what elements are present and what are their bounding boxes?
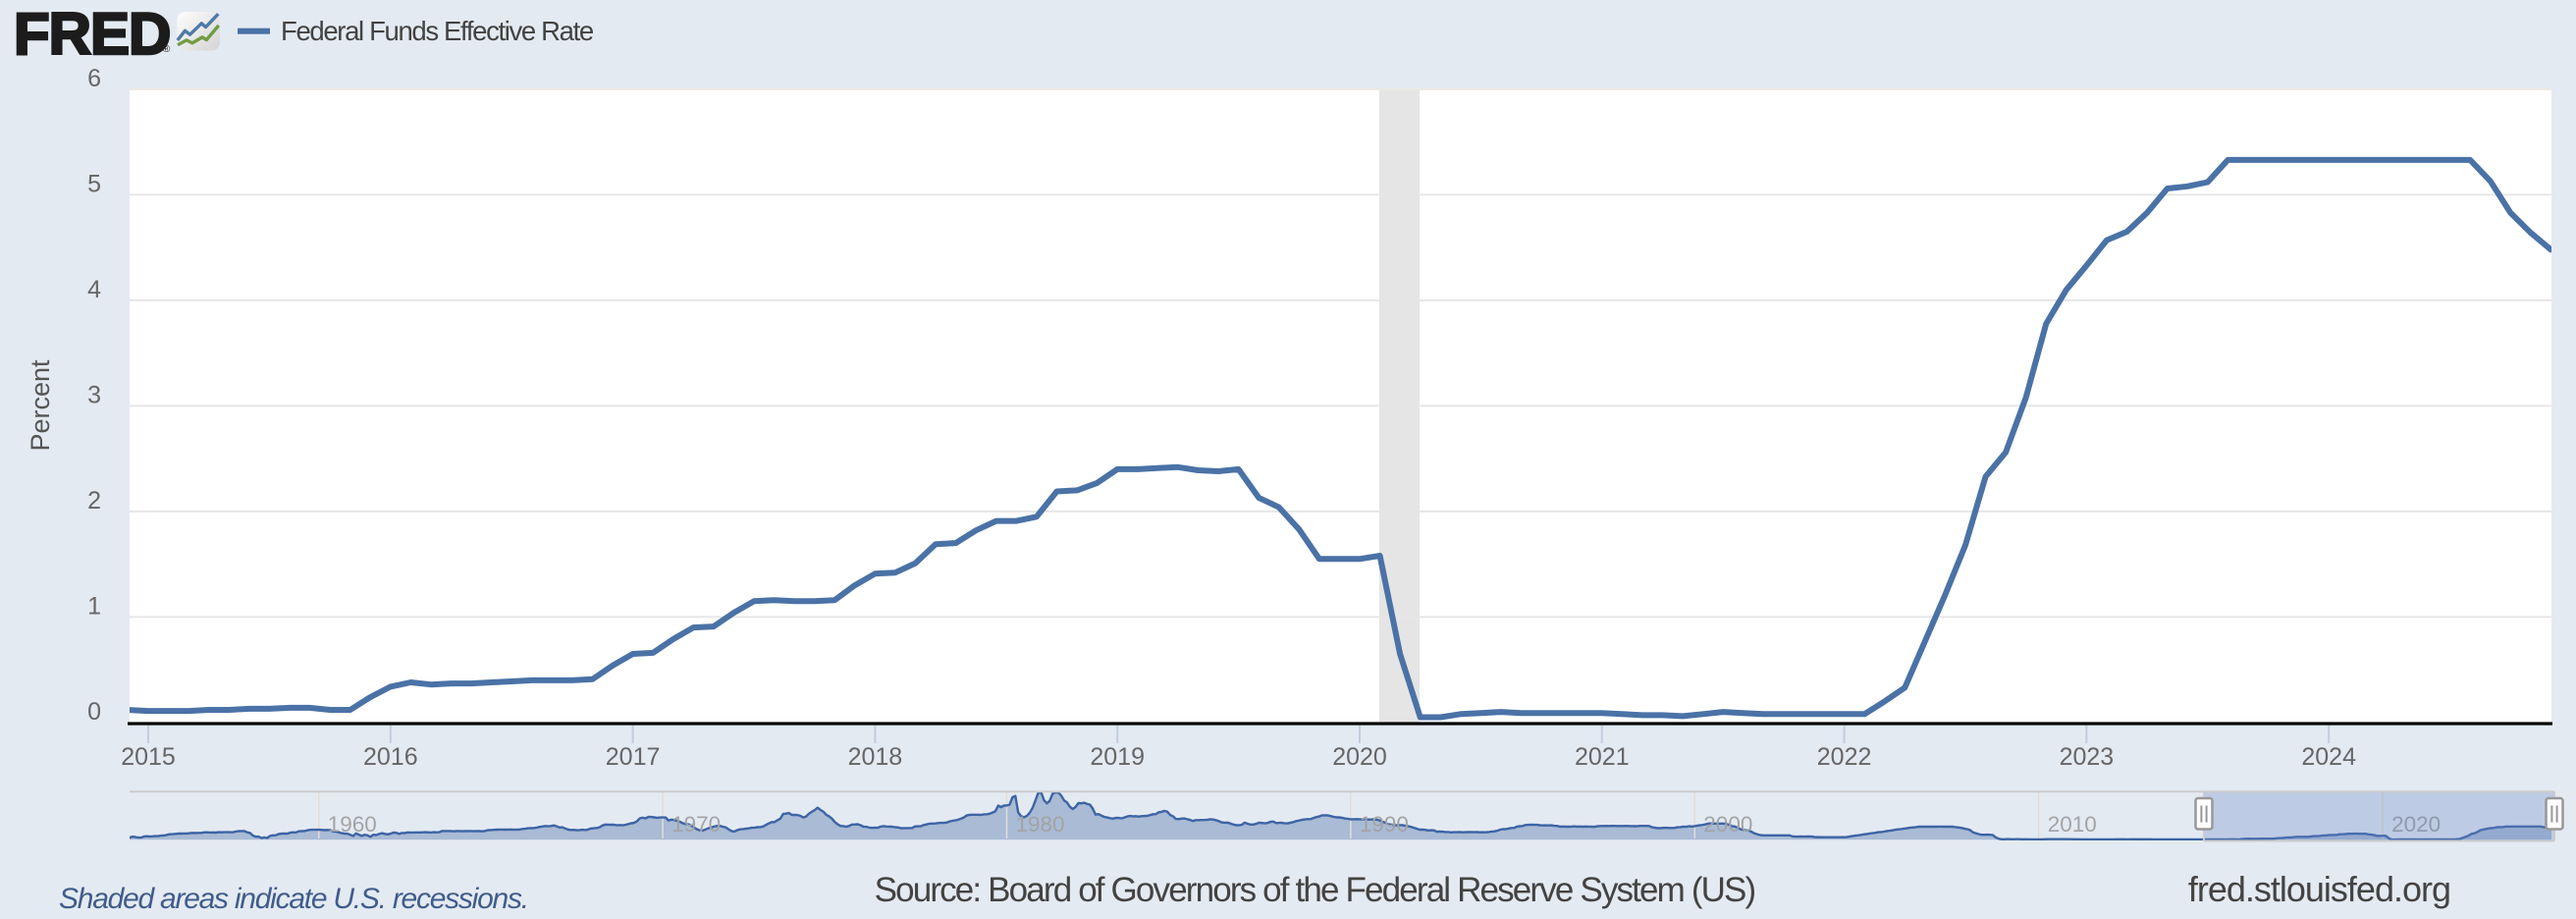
svg-text:2023: 2023 <box>2060 743 2115 771</box>
svg-text:5: 5 <box>87 170 101 197</box>
svg-text:FRED: FRED <box>14 1 170 67</box>
svg-text:Percent: Percent <box>26 359 55 452</box>
svg-text:0: 0 <box>87 698 101 726</box>
svg-text:2015: 2015 <box>121 743 176 771</box>
svg-text:1970: 1970 <box>671 812 721 837</box>
svg-text:1990: 1990 <box>1360 812 1409 837</box>
svg-text:2018: 2018 <box>848 743 903 771</box>
svg-text:1960: 1960 <box>328 812 377 837</box>
svg-text:2024: 2024 <box>2301 743 2356 771</box>
svg-text:fred.stlouisfed.org: fred.stlouisfed.org <box>2188 869 2450 909</box>
svg-text:6: 6 <box>87 65 101 92</box>
svg-text:2010: 2010 <box>2048 812 2097 837</box>
svg-text:4: 4 <box>87 276 101 303</box>
svg-text:3: 3 <box>87 381 101 408</box>
svg-text:2022: 2022 <box>1817 743 1872 771</box>
svg-text:2000: 2000 <box>1703 812 1752 837</box>
svg-text:Shaded areas indicate U.S. rec: Shaded areas indicate U.S. recessions. <box>59 883 528 915</box>
svg-text:2016: 2016 <box>363 743 418 771</box>
svg-text:2: 2 <box>87 487 101 514</box>
svg-text:Source: Board of Governors of: Source: Board of Governors of the Federa… <box>875 871 1755 909</box>
svg-text:1: 1 <box>87 592 101 620</box>
svg-text:2020: 2020 <box>1332 743 1387 771</box>
svg-text:Federal Funds Effective Rate: Federal Funds Effective Rate <box>281 16 594 46</box>
svg-text:2017: 2017 <box>606 743 661 771</box>
svg-text:2020: 2020 <box>2391 812 2441 837</box>
svg-text:2019: 2019 <box>1090 743 1145 771</box>
svg-text:1980: 1980 <box>1016 812 1065 837</box>
svg-text:2021: 2021 <box>1575 743 1630 771</box>
svg-text:®: ® <box>163 43 171 55</box>
